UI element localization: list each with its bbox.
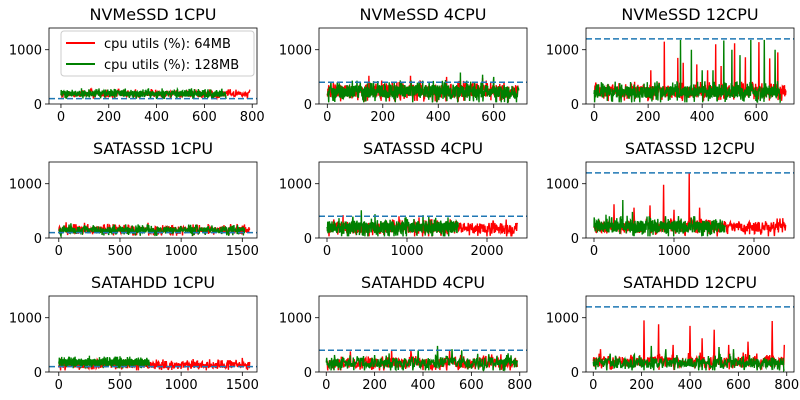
axes-frame	[318, 27, 528, 105]
x-tick-label: 500	[108, 378, 133, 393]
x-tick-label: 200	[629, 378, 654, 393]
x-tick-label: 800	[240, 110, 265, 125]
x-tick-label: 200	[362, 378, 387, 393]
x-tick-label: 400	[690, 110, 715, 125]
subplot-5: SATASSD 4CPU 0 1000 2000 0 1000	[279, 139, 528, 259]
axes-frame	[318, 161, 528, 239]
x-tick-label: 200	[370, 110, 395, 125]
y-tick-label: 0	[304, 366, 312, 381]
series-line-128mb	[592, 345, 785, 372]
y-tick-label: 1000	[9, 44, 42, 59]
x-tick-label: 800	[774, 378, 799, 393]
axes-frame	[585, 27, 795, 105]
x-tick-label: 600	[744, 110, 769, 125]
x-tick-label: 600	[726, 378, 751, 393]
axes-frame	[48, 161, 258, 239]
y-tick-label: 1000	[279, 312, 312, 327]
x-tick-label: 0	[322, 378, 330, 393]
axes-frame	[585, 161, 795, 239]
subplot-6: SATASSD 12CPU 0 1000 2000 0 1000	[546, 139, 795, 259]
x-tick-label: 400	[678, 378, 703, 393]
x-tick-label: 400	[144, 110, 169, 125]
x-tick-label: 0	[590, 244, 598, 259]
x-tick-label: 1000	[165, 378, 198, 393]
x-tick-label: 0	[323, 244, 331, 259]
axes-frame	[48, 295, 258, 373]
y-tick-label: 0	[571, 98, 579, 113]
subplot-9: SATAHDD 12CPU 0 200 400 600 800 0 1000	[546, 273, 799, 393]
subplot-title: SATASSD 1CPU	[93, 139, 213, 158]
subplot-title: NVMeSSD 12CPU	[621, 5, 758, 24]
x-tick-label: 200	[636, 110, 661, 125]
subplot-title: SATASSD 12CPU	[625, 139, 755, 158]
subplot-1: NVMeSSD 1CPU 0 200 400 600 800 0 1000 cpu utils …	[9, 5, 265, 125]
y-tick-label: 0	[34, 98, 42, 113]
x-tick-label: 800	[507, 378, 532, 393]
y-tick-label: 1000	[546, 312, 579, 327]
x-tick-label: 2000	[470, 244, 503, 259]
x-tick-label: 1000	[390, 244, 423, 259]
x-tick-label: 1500	[226, 244, 259, 259]
x-tick-label: 1500	[226, 378, 259, 393]
series-line-128mb	[58, 355, 150, 369]
x-tick-label: 600	[481, 110, 506, 125]
subplot-title: NVMeSSD 4CPU	[360, 5, 487, 24]
subplot-3: NVMeSSD 12CPU 0 200 400 600 0 1000	[546, 5, 795, 125]
x-tick-label: 400	[411, 378, 436, 393]
x-tick-label: 0	[55, 378, 63, 393]
legend: cpu utils (%): 64MB cpu utils (%): 128MB	[60, 30, 255, 77]
y-tick-label: 1000	[9, 178, 42, 193]
series-line-128mb	[325, 345, 518, 372]
legend-label: cpu utils (%): 64MB	[104, 37, 231, 52]
x-tick-label: 500	[108, 244, 133, 259]
x-tick-label: 1000	[165, 244, 198, 259]
y-tick-label: 1000	[279, 44, 312, 59]
legend-box	[60, 30, 255, 77]
legend-label: cpu utils (%): 128MB	[104, 58, 239, 73]
x-tick-label: 400	[426, 110, 451, 125]
y-tick-label: 1000	[9, 312, 42, 327]
subplot-2: NVMeSSD 4CPU 0 200 400 600 0 1000	[279, 5, 528, 125]
subplot-title: SATAHDD 1CPU	[91, 273, 215, 292]
x-tick-label: 600	[192, 110, 217, 125]
x-tick-label: 0	[57, 110, 65, 125]
subplot-title: SATAHDD 12CPU	[623, 273, 757, 292]
subplot-title: SATAHDD 4CPU	[361, 273, 485, 292]
subplot-title: NVMeSSD 1CPU	[90, 5, 217, 24]
x-tick-label: 0	[590, 110, 598, 125]
subplot-8: SATAHDD 4CPU 0 200 400 600 800 0 1000	[279, 273, 532, 393]
axes-frame	[48, 27, 258, 105]
y-tick-label: 1000	[546, 178, 579, 193]
y-tick-label: 0	[304, 98, 312, 113]
series-line-128mb	[593, 39, 781, 104]
series-line-128mb	[326, 210, 459, 237]
y-tick-label: 0	[571, 232, 579, 247]
subplot-7: SATAHDD 1CPU 0 500 1000 1500 0 1000	[9, 273, 259, 393]
x-tick-label: 600	[459, 378, 484, 393]
series-line-128mb	[58, 223, 246, 238]
x-tick-label: 1000	[657, 244, 690, 259]
subplot-4: SATASSD 1CPU 0 500 1000 1500 0 1000	[9, 139, 259, 259]
x-tick-label: 0	[55, 244, 63, 259]
y-tick-label: 0	[34, 366, 42, 381]
y-tick-label: 0	[34, 232, 42, 247]
series-line-128mb	[326, 72, 520, 104]
y-tick-label: 0	[304, 232, 312, 247]
series-line-128mb	[593, 199, 726, 237]
x-tick-label: 0	[589, 378, 597, 393]
x-tick-label: 200	[96, 110, 121, 125]
y-tick-label: 1000	[546, 44, 579, 59]
y-tick-label: 0	[571, 366, 579, 381]
series-line-128mb	[60, 86, 227, 100]
x-tick-label: 2000	[737, 244, 770, 259]
x-tick-label: 0	[323, 110, 331, 125]
y-tick-label: 1000	[279, 178, 312, 193]
subplot-title: SATASSD 4CPU	[363, 139, 483, 158]
